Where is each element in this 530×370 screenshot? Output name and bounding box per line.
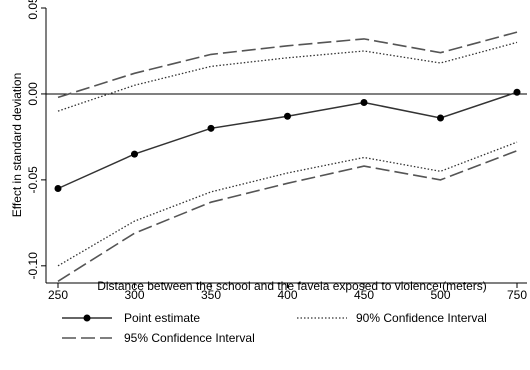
y-tick-label: -0.05 <box>26 166 40 194</box>
y-axis-title: Effect in standard deviation <box>10 73 24 218</box>
y-tick-label: 0.00 <box>26 82 40 106</box>
series-line-95-ci-upper <box>57 31 518 99</box>
series-line-point-estimate <box>57 91 518 190</box>
legend-label-95-ci: 95% Confidence Interval <box>124 331 255 345</box>
legend-label-90-ci: 90% Confidence Interval <box>356 311 487 325</box>
legend-item-90-ci: 90% Confidence Interval <box>297 311 487 325</box>
series-layer <box>54 31 521 282</box>
x-tick-label: 750 <box>507 288 527 302</box>
x-tick-label: 500 <box>430 288 450 302</box>
series-line-90-ci-lower <box>57 141 518 267</box>
point-estimate-marker <box>437 114 444 122</box>
point-estimate-marker <box>207 124 215 132</box>
x-tick-label: 400 <box>277 288 297 302</box>
point-estimate-marker <box>284 112 291 120</box>
series-line-95-ci-lower <box>57 149 518 282</box>
legend-item-point-estimate: Point estimate <box>62 311 200 325</box>
legend-item-95-ci: 95% Confidence Interval <box>62 331 255 345</box>
x-axis-title: Distance between the school and the fave… <box>97 279 487 293</box>
x-tick-label: 250 <box>48 288 68 302</box>
y-tick-label: -0.10 <box>26 252 40 280</box>
y-axis: 0.05 0.00 -0.05 -0.10 <box>26 0 46 279</box>
x-tick-label: 450 <box>354 288 374 302</box>
point-estimate-marker <box>513 88 521 96</box>
plot-frame <box>45 8 527 284</box>
legend-label-point-estimate: Point estimate <box>124 311 200 325</box>
legend-marker-point-estimate <box>83 314 91 322</box>
x-tick-label: 300 <box>124 288 144 302</box>
legend: Point estimate 90% Confidence Interval 9… <box>62 311 487 345</box>
x-axis: 250 300 350 400 450 500 750 <box>48 283 527 302</box>
y-tick-label: 0.05 <box>26 0 40 20</box>
x-tick-label: 350 <box>201 288 221 302</box>
point-estimate-marker <box>360 99 368 107</box>
series-line-90-ci-upper <box>57 41 518 112</box>
point-estimate-marker <box>54 184 62 192</box>
point-estimate-marker <box>131 150 138 158</box>
